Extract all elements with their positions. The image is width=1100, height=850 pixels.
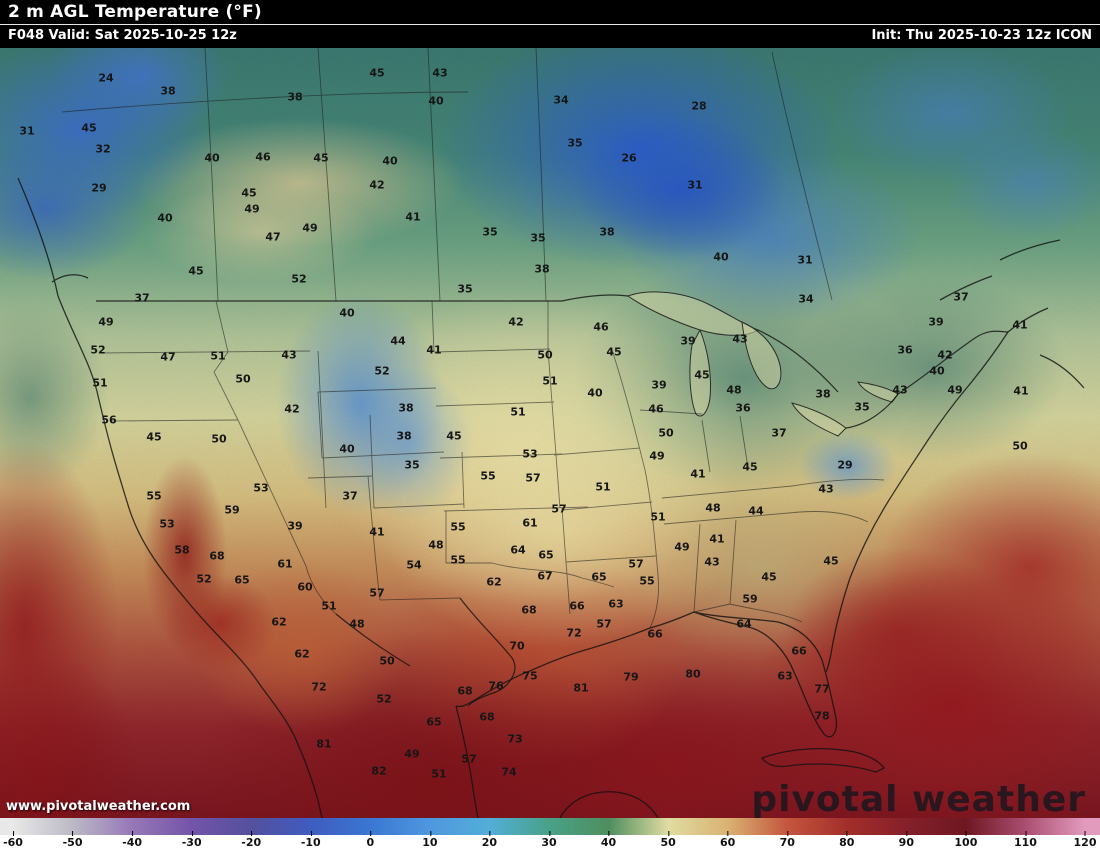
map-surface[interactable] bbox=[0, 48, 1100, 818]
init-time-label: Init: Thu 2025-10-23 12z ICON bbox=[871, 28, 1092, 43]
pivotal-weather-logo: pivotal weather bbox=[751, 779, 1086, 820]
map-borders-svg bbox=[0, 48, 1100, 818]
temperature-colorbar: -60 -50 -40 -30 -20 -10 0 10 20 30 40 50 60 70 80 90 100… bbox=[0, 818, 1100, 850]
colorbar-tick-label: -40 bbox=[122, 831, 143, 849]
colorbar-tick-label: -10 bbox=[300, 831, 321, 849]
colorbar-tick-label: 90 bbox=[898, 831, 914, 849]
colorbar-tick-label: 40 bbox=[600, 831, 617, 849]
colorbar-tick-label: 110 bbox=[1013, 831, 1037, 849]
colorbar-tick-label: 30 bbox=[541, 831, 557, 849]
colorbar-tick-label: 60 bbox=[720, 831, 736, 849]
colorbar-tick-label: 70 bbox=[779, 831, 795, 849]
colorbar-tick-label: 100 bbox=[954, 831, 978, 849]
colorbar-tick-label: -50 bbox=[62, 831, 83, 849]
colorbar-tick-label: -20 bbox=[241, 831, 262, 849]
watermark-url: www.pivotalweather.com bbox=[6, 799, 191, 814]
colorbar-tick-label: 120 bbox=[1073, 831, 1097, 849]
colorbar-tick-label: 20 bbox=[481, 831, 498, 849]
coastlines bbox=[17, 177, 1085, 818]
colorbar-tick-label: -30 bbox=[181, 831, 202, 849]
valid-time-label: F048 Valid: Sat 2025-10-25 12z bbox=[8, 28, 237, 43]
terrain-texture bbox=[0, 48, 1100, 818]
lakes bbox=[626, 291, 899, 437]
state-borders bbox=[61, 48, 885, 629]
colorbar-gradient bbox=[0, 818, 1100, 835]
colorbar-labels: -60 -50 -40 -30 -20 -10 0 10 20 30 40 50 60 70 80 90 100… bbox=[0, 831, 1100, 850]
colorbar-tick-label: 80 bbox=[839, 831, 855, 849]
colorbar-tick-label: 50 bbox=[660, 831, 676, 849]
map-header: 2 m AGL Temperature (°F) F048 Valid: Sat… bbox=[0, 0, 1100, 48]
colorbar-tick-label: 10 bbox=[422, 831, 438, 849]
colorbar-tick-label: 0 bbox=[366, 831, 375, 849]
colorbar-tick-label: -60 bbox=[3, 831, 23, 849]
page-title: 2 m AGL Temperature (°F) bbox=[8, 2, 262, 22]
country-borders bbox=[96, 294, 1009, 707]
header-info-row: F048 Valid: Sat 2025-10-25 12z Init: Thu… bbox=[0, 24, 1100, 48]
